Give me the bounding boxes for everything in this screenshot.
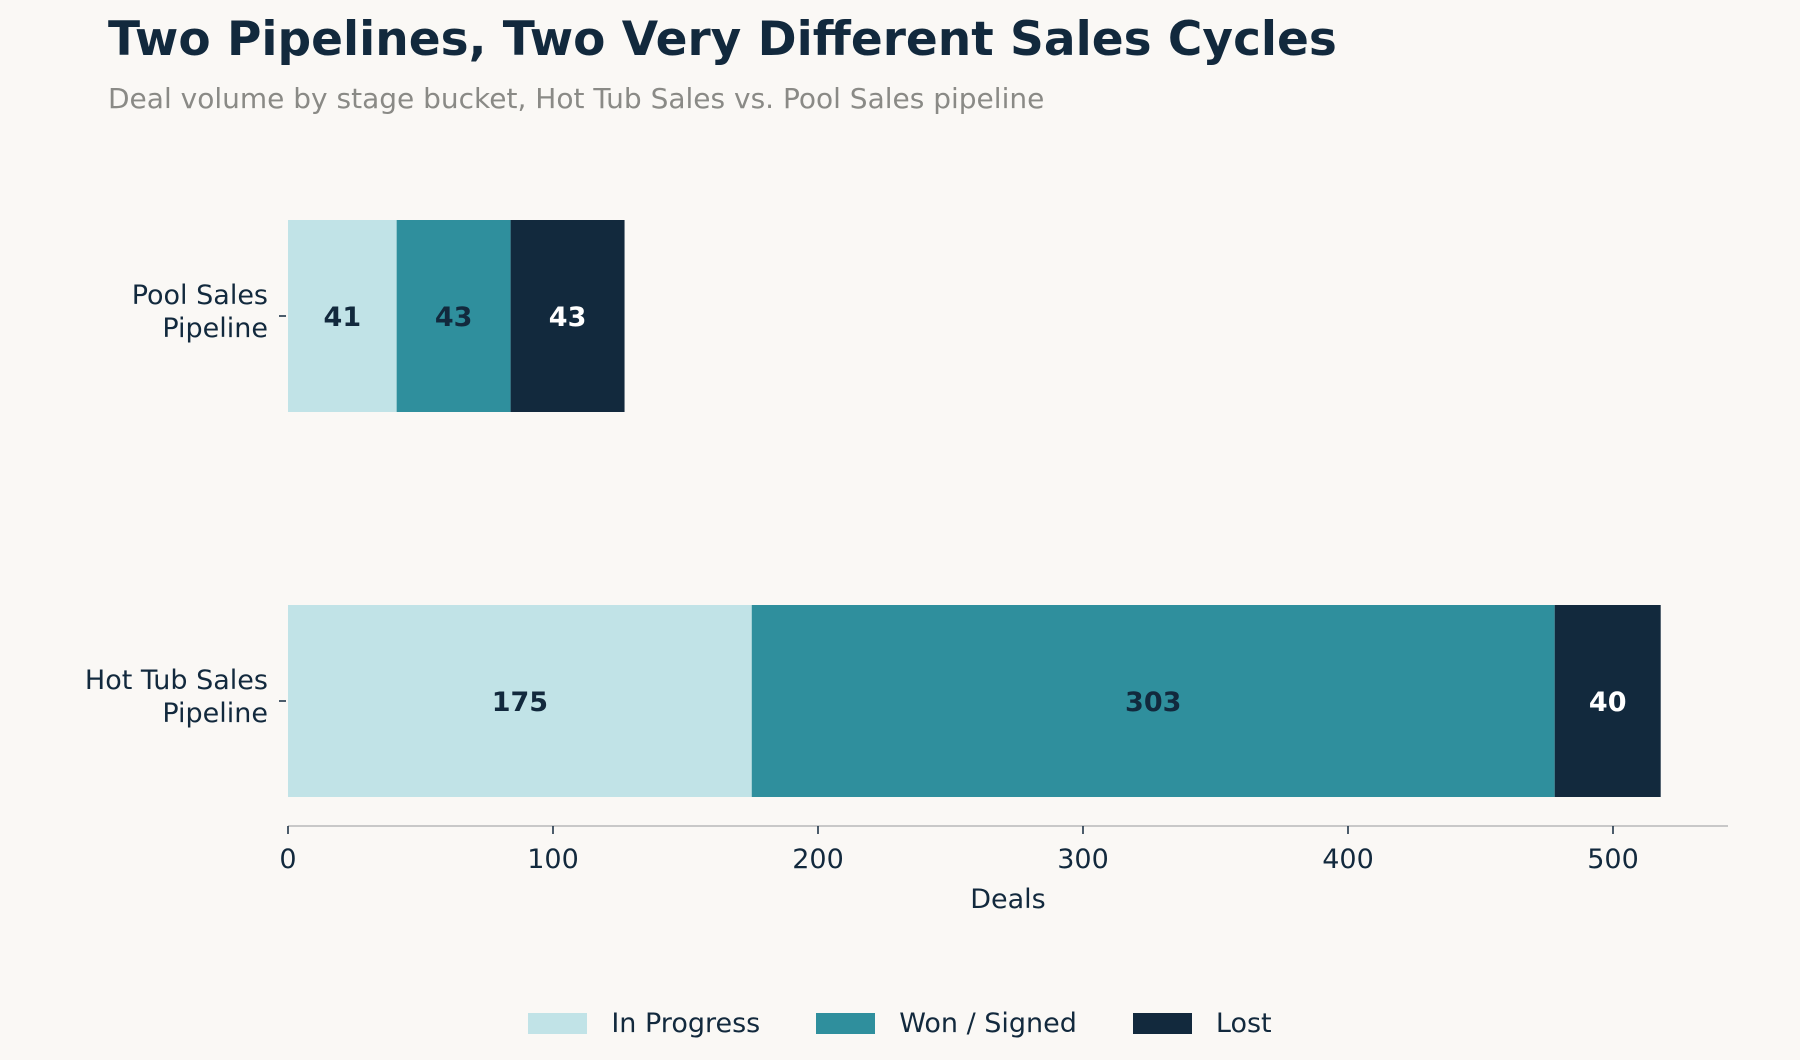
- legend-swatch: [1132, 1013, 1192, 1034]
- chart-subtitle: Deal volume by stage bucket, Hot Tub Sal…: [108, 82, 1045, 115]
- category-label: Hot Tub Sales Pipeline: [85, 665, 268, 729]
- bar-value-label: 43: [549, 302, 587, 333]
- category-label: Pool Sales Pipeline: [132, 280, 268, 344]
- chart-legend: In Progress Won / Signed Lost: [0, 1008, 1800, 1039]
- x-tick-label: 400: [1322, 844, 1374, 875]
- x-tick-label: 0: [279, 844, 296, 875]
- legend-item: In Progress: [528, 1008, 760, 1039]
- bar-value-label: 43: [435, 302, 473, 333]
- legend-item: Lost: [1132, 1008, 1272, 1039]
- bar-value-label: 175: [492, 687, 548, 718]
- chart-title: Two Pipelines, Two Very Different Sales …: [108, 12, 1337, 67]
- bar-segment: [288, 220, 397, 412]
- bar-value-label: 303: [1125, 687, 1181, 718]
- legend-label: Lost: [1215, 1008, 1272, 1039]
- x-tick-label: 100: [527, 844, 579, 875]
- legend-item: Won / Signed: [816, 1008, 1077, 1039]
- bar-segment: [1554, 605, 1661, 797]
- bar-segment: [396, 220, 511, 412]
- bar-segment: [510, 220, 625, 412]
- bar-segment: [288, 605, 752, 797]
- x-axis-label: Deals: [970, 884, 1046, 915]
- x-tick-label: 500: [1587, 844, 1639, 875]
- legend-swatch: [528, 1013, 588, 1034]
- x-tick-label: 200: [792, 844, 844, 875]
- bar-value-label: 40: [1589, 687, 1627, 718]
- legend-label: Won / Signed: [899, 1008, 1077, 1039]
- legend-swatch: [816, 1013, 876, 1034]
- x-tick-label: 300: [1057, 844, 1109, 875]
- bar-segment: [751, 605, 1555, 797]
- bar-value-label: 41: [324, 302, 362, 333]
- stacked-bar-chart: 41 43 43 Pool Sales Pipeline 175 303 40 Hot Tub …: [85, 220, 1728, 915]
- legend-label: In Progress: [611, 1008, 761, 1039]
